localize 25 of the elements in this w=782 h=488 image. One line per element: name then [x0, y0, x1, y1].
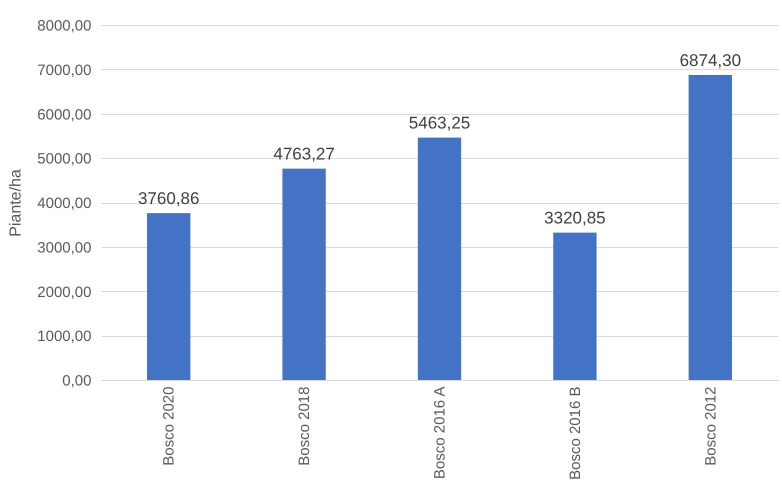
bar: [418, 138, 462, 380]
y-axis-title: Piante/ha: [7, 169, 24, 237]
x-tick-label: Bosco 2016 B: [566, 386, 584, 480]
y-tick-label: 7000,00: [37, 62, 92, 79]
bar: [553, 232, 597, 380]
x-tick-label: Bosco 2018: [296, 386, 314, 466]
y-tick-label: 8000,00: [37, 18, 92, 34]
y-tick-label: 6000,00: [37, 106, 92, 124]
bar: [282, 168, 326, 380]
y-tick-label: 0,00: [62, 372, 92, 390]
bar: [688, 74, 732, 380]
y-tick-label: 3000,00: [37, 239, 92, 256]
y-tick-label: 1000,00: [37, 328, 92, 346]
y-tick-label: 5000,00: [37, 150, 92, 168]
data-label: 3320,85: [544, 208, 606, 228]
data-label: 6874,30: [680, 50, 742, 70]
data-label: 5463,25: [408, 114, 470, 133]
bar: [147, 213, 190, 380]
y-tick-label: 2000,00: [37, 284, 92, 301]
x-tick-label: Bosco 2020: [160, 386, 178, 466]
x-tick-label: Bosco 2016 A: [432, 386, 448, 480]
data-label: 3760,86: [138, 189, 200, 208]
y-tick-label: 4000,00: [37, 195, 92, 212]
x-tick-label: Bosco 2012: [702, 386, 720, 466]
data-label: 4763,27: [273, 144, 335, 164]
